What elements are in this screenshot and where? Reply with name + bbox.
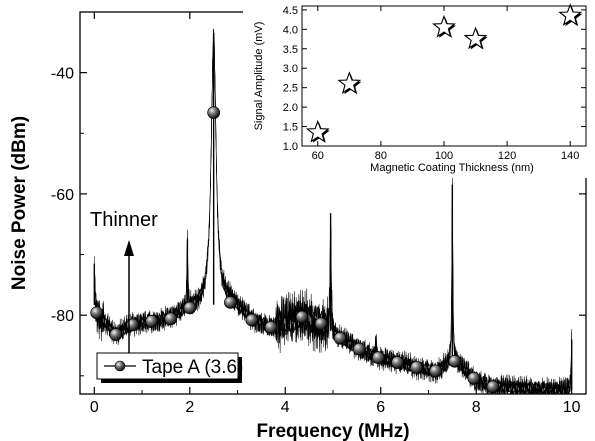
main-spectral-peaks	[93, 33, 573, 391]
series-marker	[410, 360, 423, 374]
inset-y-ticks: 1.0 1.5 2.0 2.5 3.0 3.5 4.0 4.5	[283, 5, 586, 153]
series-marker	[224, 296, 237, 309]
main-x-tick-label: 10	[563, 399, 581, 416]
main-x-axis-label: Frequency (MHz)	[256, 421, 409, 441]
main-legend: Tape A (3.6)	[96, 352, 243, 383]
inset-y-tick-label: 3.0	[283, 63, 298, 75]
main-y-tick-label: -40	[51, 66, 74, 83]
inset-x-axis-label: Magnetic Coating Thickness (nm)	[370, 162, 534, 174]
inset-y-tick-label: 4.0	[283, 24, 298, 36]
inset-x-tick-label: 80	[375, 150, 387, 162]
series-marker	[164, 312, 178, 326]
thinner-label: Thinner	[90, 209, 158, 231]
inset-y-axis-label: Signal Amplitude (mV)	[253, 22, 265, 131]
series-marker	[371, 351, 385, 364]
series-marker	[207, 106, 221, 120]
main-x-tick-label: 8	[472, 399, 481, 416]
inset-x-tick-label: 140	[561, 150, 579, 162]
thinner-arrow-head	[124, 240, 134, 256]
main-x-tick-label: 6	[376, 399, 385, 416]
series-marker	[145, 314, 158, 328]
series-marker	[314, 317, 328, 331]
main-y-tick-label: -80	[51, 308, 74, 325]
series-marker	[448, 354, 462, 368]
series-marker	[90, 306, 104, 320]
series-marker	[109, 328, 123, 341]
main-y-ticks: -40 -60 -80	[51, 66, 586, 377]
main-x-tick-label: 4	[281, 399, 290, 416]
main-y-axis-label: Noise Power (dBm)	[9, 116, 30, 290]
series-marker	[486, 380, 500, 394]
series-marker	[245, 313, 259, 327]
inset-x-tick-label: 120	[498, 150, 516, 162]
main-x-tick-label: 2	[185, 399, 194, 416]
inset-x-tick-label: 60	[312, 150, 324, 162]
series-marker	[391, 356, 404, 369]
inset-y-tick-label: 1.0	[283, 141, 298, 153]
main-y-tick-label: -60	[51, 187, 74, 204]
inset-y-tick-label: 2.5	[283, 83, 298, 95]
inset-star-point	[558, 3, 583, 26]
main-series-markers	[90, 106, 500, 394]
series-marker	[295, 310, 309, 324]
inset-chart: 60 80 100 120 140 1.0 1.5 2.0 2.5 3.0 3.5 4.0 4.5 M…	[243, 0, 595, 178]
series-marker	[467, 371, 481, 385]
inset-star-points	[305, 3, 583, 143]
series-marker	[352, 342, 366, 356]
series-marker	[264, 320, 278, 334]
inset-y-tick-label: 1.5	[283, 122, 298, 134]
inset-star-point	[305, 119, 330, 143]
main-x-ticks: 0 2 4 6 8 10	[90, 12, 581, 416]
inset-star-point	[432, 14, 456, 38]
inset-x-ticks: 60 80 100 120 140	[312, 6, 579, 162]
series-marker	[429, 364, 442, 378]
legend-marker-sample	[114, 360, 126, 372]
inset-star-point	[337, 71, 362, 94]
main-x-tick-label: 0	[90, 399, 99, 416]
legend-series-label: Tape A (3.6)	[142, 357, 243, 378]
series-marker	[333, 331, 347, 345]
inset-y-tick-label: 2.0	[283, 102, 298, 114]
inset-y-tick-label: 3.5	[283, 44, 298, 56]
inset-star-point	[463, 26, 488, 50]
inset-y-tick-label: 4.5	[283, 5, 298, 17]
inset-x-tick-label: 100	[435, 150, 453, 162]
series-marker	[183, 301, 197, 315]
